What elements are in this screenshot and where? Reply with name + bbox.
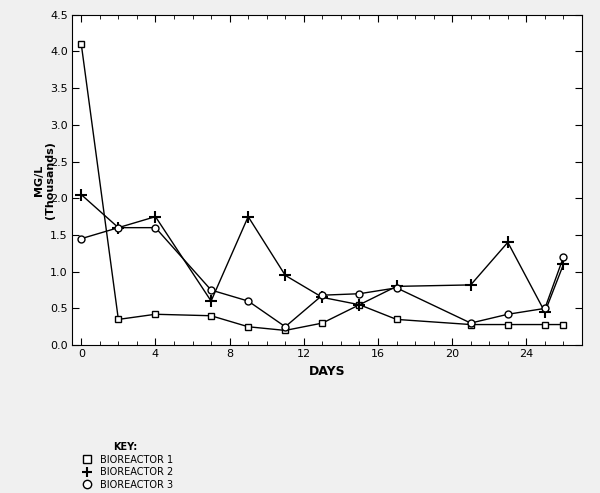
Legend: BIOREACTOR 1, BIOREACTOR 2, BIOREACTOR 3: BIOREACTOR 1, BIOREACTOR 2, BIOREACTOR 3 [77,442,173,490]
X-axis label: DAYS: DAYS [308,365,346,378]
Y-axis label: MG/L
(Thousands): MG/L (Thousands) [34,141,55,219]
